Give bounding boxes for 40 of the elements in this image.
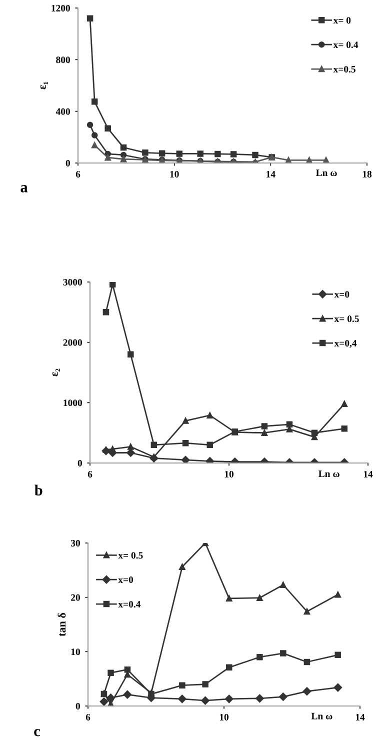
x-tick-label: 10 <box>220 714 228 720</box>
y-tick-label: 3000 <box>63 278 82 286</box>
x-tick-label: 14 <box>356 714 365 720</box>
text: a <box>20 185 28 192</box>
legend-label: x= 0.5 <box>118 552 143 559</box>
x-tick-label: 10 <box>170 170 179 178</box>
x-tick-label: 6 <box>86 714 90 720</box>
y-tick-label: 0 <box>76 702 80 710</box>
x-axis-title: Ln ω <box>316 170 337 176</box>
y-tick-label: 30 <box>71 540 80 546</box>
y-tick-label: 1200 <box>52 4 70 12</box>
legend-label: x=0,4 <box>334 340 357 348</box>
legend-label: x=0 <box>118 576 134 584</box>
legend-label: x=0.5 <box>333 66 356 73</box>
legend-label: x=0 <box>334 291 350 298</box>
y-tick-label: 400 <box>56 108 70 115</box>
y-tick-label: 10 <box>71 648 80 656</box>
y-tick-label: 20 <box>71 594 80 601</box>
legend-label: x= 0.5 <box>334 316 359 322</box>
x-tick-label: 6 <box>88 470 92 478</box>
x-axis-title: Ln ω <box>318 470 340 478</box>
x-tick-label: 18 <box>362 170 372 178</box>
x-axis-title: Ln ω <box>311 712 332 720</box>
legend-label: x=0.4 <box>118 600 141 608</box>
y-axis-title: tan δ <box>58 612 66 636</box>
y-axis-title: ε₂ <box>52 368 60 376</box>
legend-label: x= 0 <box>333 17 351 24</box>
y-axis-title: ε₁ <box>40 82 48 90</box>
y-tick-label: 0 <box>66 160 70 166</box>
x-tick-label: 10 <box>224 470 234 478</box>
y-tick-label: 1000 <box>64 400 82 406</box>
y-tick-label: 2000 <box>63 339 82 346</box>
x-tick-label: 14 <box>364 470 373 478</box>
x-tick-label: 6 <box>76 170 80 178</box>
x-tick-label: 14 <box>266 170 276 178</box>
legend-label: x= 0.4 <box>333 42 358 48</box>
text: b <box>34 484 42 496</box>
y-tick-label: 800 <box>56 56 70 64</box>
y-tick-label: 0 <box>78 460 82 466</box>
text: c <box>34 728 40 736</box>
